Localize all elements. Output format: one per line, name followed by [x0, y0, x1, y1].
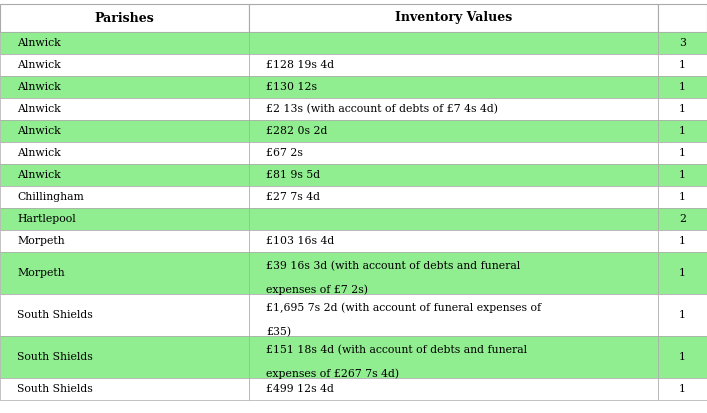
Bar	[0, 186, 249, 208]
Bar	[658, 76, 707, 98]
Text: 1: 1	[679, 268, 686, 278]
Bar	[658, 294, 707, 336]
Text: South Shields: South Shields	[17, 310, 93, 320]
Text: Chillingham: Chillingham	[17, 192, 83, 202]
Bar	[249, 142, 658, 164]
Bar	[249, 4, 658, 32]
Text: 1: 1	[679, 170, 686, 180]
Text: expenses of £7 2s): expenses of £7 2s)	[266, 285, 368, 295]
Text: £67 2s: £67 2s	[266, 148, 303, 158]
Bar	[0, 76, 249, 98]
Bar	[0, 142, 249, 164]
Text: £128 19s 4d: £128 19s 4d	[266, 60, 334, 70]
Bar	[0, 294, 249, 336]
Bar	[0, 120, 249, 142]
Text: £499 12s 4d: £499 12s 4d	[266, 384, 334, 394]
Bar	[658, 186, 707, 208]
Text: 1: 1	[679, 60, 686, 70]
Bar	[658, 164, 707, 186]
Text: £103 16s 4d: £103 16s 4d	[266, 236, 334, 246]
Text: Alnwick: Alnwick	[17, 170, 61, 180]
Text: £130 12s: £130 12s	[266, 82, 317, 92]
Bar	[249, 76, 658, 98]
Bar	[658, 378, 707, 400]
Bar	[249, 186, 658, 208]
Bar	[249, 54, 658, 76]
Text: 3: 3	[679, 38, 686, 48]
Bar	[0, 230, 249, 252]
Text: £81 9s 5d: £81 9s 5d	[266, 170, 320, 180]
Text: South Shields: South Shields	[17, 352, 93, 362]
Text: £27 7s 4d: £27 7s 4d	[266, 192, 320, 202]
Text: £2 13s (with account of debts of £7 4s 4d): £2 13s (with account of debts of £7 4s 4…	[266, 104, 498, 114]
Text: Alnwick: Alnwick	[17, 60, 61, 70]
Bar	[0, 336, 249, 378]
Bar	[249, 252, 658, 294]
Bar	[249, 98, 658, 120]
Bar	[0, 98, 249, 120]
Bar	[658, 98, 707, 120]
Text: 1: 1	[679, 352, 686, 362]
Text: expenses of £267 7s 4d): expenses of £267 7s 4d)	[266, 368, 399, 379]
Text: Alnwick: Alnwick	[17, 126, 61, 136]
Text: £282 0s 2d: £282 0s 2d	[266, 126, 327, 136]
Bar	[658, 4, 707, 32]
Bar	[0, 4, 249, 32]
Text: 1: 1	[679, 236, 686, 246]
Text: South Shields: South Shields	[17, 384, 93, 394]
Bar	[658, 208, 707, 230]
Bar	[249, 294, 658, 336]
Text: Morpeth: Morpeth	[17, 236, 64, 246]
Text: Morpeth: Morpeth	[17, 268, 64, 278]
Text: 1: 1	[679, 148, 686, 158]
Bar	[249, 208, 658, 230]
Bar	[658, 142, 707, 164]
Text: Alnwick: Alnwick	[17, 82, 61, 92]
Bar	[658, 230, 707, 252]
Text: £35): £35)	[266, 327, 291, 337]
Bar	[249, 32, 658, 54]
Bar	[658, 252, 707, 294]
Bar	[0, 208, 249, 230]
Bar	[0, 164, 249, 186]
Bar	[0, 252, 249, 294]
Bar	[249, 120, 658, 142]
Text: Parishes: Parishes	[95, 12, 154, 24]
Bar	[0, 54, 249, 76]
Bar	[249, 336, 658, 378]
Bar	[249, 164, 658, 186]
Text: 2: 2	[679, 214, 686, 224]
Text: £39 16s 3d (with account of debts and funeral: £39 16s 3d (with account of debts and fu…	[266, 261, 520, 271]
Bar	[249, 230, 658, 252]
Text: £151 18s 4d (with account of debts and funeral: £151 18s 4d (with account of debts and f…	[266, 345, 527, 355]
Text: 1: 1	[679, 310, 686, 320]
Bar	[249, 378, 658, 400]
Text: 1: 1	[679, 192, 686, 202]
Text: £1,695 7s 2d (with account of funeral expenses of: £1,695 7s 2d (with account of funeral ex…	[266, 303, 541, 313]
Text: 1: 1	[679, 104, 686, 114]
Bar	[658, 120, 707, 142]
Bar	[0, 32, 249, 54]
Text: Alnwick: Alnwick	[17, 38, 61, 48]
Text: Hartlepool: Hartlepool	[17, 214, 76, 224]
Text: Alnwick: Alnwick	[17, 148, 61, 158]
Text: Alnwick: Alnwick	[17, 104, 61, 114]
Bar	[0, 378, 249, 400]
Bar	[658, 336, 707, 378]
Text: 1: 1	[679, 82, 686, 92]
Text: Inventory Values: Inventory Values	[395, 12, 512, 24]
Text: 1: 1	[679, 126, 686, 136]
Text: 1: 1	[679, 384, 686, 394]
Bar	[658, 32, 707, 54]
Bar	[658, 54, 707, 76]
